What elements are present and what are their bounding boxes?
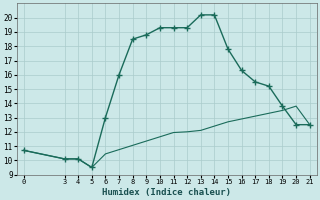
X-axis label: Humidex (Indice chaleur): Humidex (Indice chaleur) (102, 188, 231, 197)
